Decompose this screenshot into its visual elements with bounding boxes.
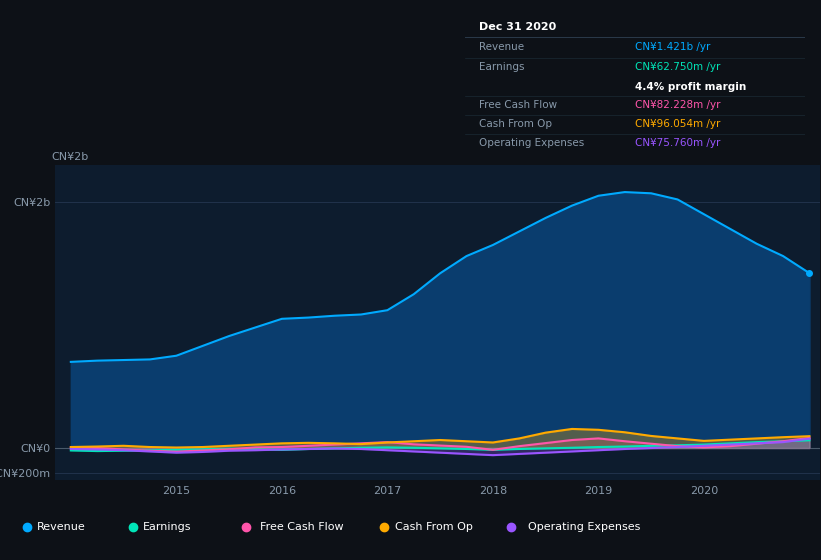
Text: Free Cash Flow: Free Cash Flow	[259, 522, 343, 532]
Text: CN¥75.760m /yr: CN¥75.760m /yr	[635, 138, 720, 148]
Text: CN¥2b: CN¥2b	[51, 152, 88, 162]
Text: Revenue: Revenue	[479, 42, 524, 52]
Text: CN¥96.054m /yr: CN¥96.054m /yr	[635, 119, 720, 129]
Text: Operating Expenses: Operating Expenses	[479, 138, 584, 148]
Text: Operating Expenses: Operating Expenses	[529, 522, 641, 532]
Text: Revenue: Revenue	[37, 522, 85, 532]
Text: CN¥62.750m /yr: CN¥62.750m /yr	[635, 62, 720, 72]
Text: CN¥1.421b /yr: CN¥1.421b /yr	[635, 42, 710, 52]
Text: Cash From Op: Cash From Op	[395, 522, 473, 532]
Text: Earnings: Earnings	[479, 62, 524, 72]
Text: Earnings: Earnings	[143, 522, 191, 532]
Text: Dec 31 2020: Dec 31 2020	[479, 22, 556, 32]
Text: CN¥82.228m /yr: CN¥82.228m /yr	[635, 100, 721, 110]
Text: 4.4% profit margin: 4.4% profit margin	[635, 82, 746, 92]
Text: Free Cash Flow: Free Cash Flow	[479, 100, 557, 110]
Text: Cash From Op: Cash From Op	[479, 119, 552, 129]
